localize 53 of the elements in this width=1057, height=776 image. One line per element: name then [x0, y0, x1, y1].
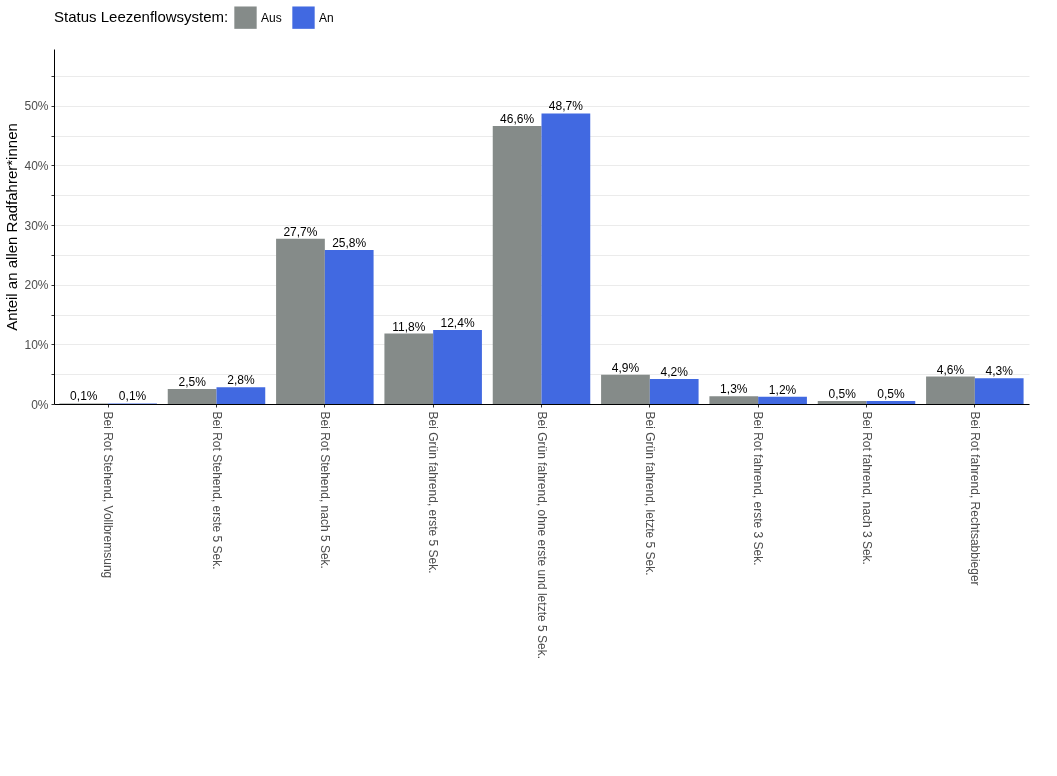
- data-label: 4,6%: [936, 362, 965, 377]
- x-tick-label: Bei Grün fahrend, ohne erste und letzte 5 Sek.: [534, 411, 549, 659]
- data-label: 0,1%: [70, 389, 98, 404]
- x-tick-label: Bei Rot Stehend, erste 5 Sek.: [209, 411, 224, 570]
- bar: [216, 387, 266, 404]
- data-label: 46,6%: [500, 111, 535, 126]
- bar: [324, 250, 374, 404]
- bar: [433, 330, 482, 404]
- bar: [709, 396, 759, 404]
- bar: [649, 378, 699, 404]
- x-tick-label: Bei Rot Stehend, Vollbremsung: [101, 411, 116, 579]
- bar: [276, 238, 325, 404]
- data-label: 4,2%: [660, 364, 689, 379]
- x-tick-label: Bei Grün fahrend, erste 5 Sek.: [426, 411, 441, 574]
- y-tick-label: 20%: [24, 278, 49, 293]
- bar: [541, 113, 591, 404]
- y-tick-label: 30%: [24, 218, 49, 233]
- data-label: 25,8%: [332, 236, 367, 251]
- data-label: 2,5%: [178, 375, 207, 390]
- bar: [384, 333, 434, 404]
- y-tick-label: 50%: [24, 99, 49, 114]
- legend-title: Status Leezenflowsystem:: [54, 8, 229, 25]
- data-label: 27,7%: [283, 224, 318, 239]
- data-label: 0,5%: [828, 387, 857, 402]
- data-label: 1,2%: [768, 382, 797, 397]
- data-label: 48,7%: [548, 99, 584, 114]
- data-label: 0,1%: [118, 389, 147, 404]
- data-label: 1,3%: [720, 382, 748, 397]
- data-label: 0,5%: [877, 387, 905, 402]
- x-tick-label: Bei Rot fahrend, Rechtsabbieger: [967, 411, 982, 586]
- bar: [167, 389, 217, 404]
- legend-label: Aus: [261, 10, 282, 25]
- data-label: 11,8%: [392, 319, 426, 334]
- data-label: 2,8%: [227, 373, 255, 388]
- bar: [492, 125, 542, 404]
- y-tick-label: 10%: [24, 337, 49, 352]
- x-tick-label: Bei Rot fahrend, erste 3 Sek.: [751, 411, 766, 566]
- y-tick-label: 0%: [31, 397, 49, 412]
- bar: [817, 401, 867, 404]
- x-tick-label: Bei Grün fahrend, letzte 5 Sek.: [642, 411, 657, 576]
- legend-label: An: [319, 10, 334, 25]
- bar: [926, 376, 975, 404]
- data-label: 4,3%: [985, 364, 1014, 379]
- bar: [866, 401, 916, 404]
- data-label: 4,9%: [611, 360, 640, 375]
- bar: [974, 378, 1024, 404]
- bar: [758, 396, 807, 404]
- x-tick-label: Bei Rot Stehend, nach 5 Sek.: [317, 411, 332, 569]
- y-tick-label: 40%: [24, 158, 49, 173]
- data-label: 12,4%: [440, 316, 475, 331]
- y-axis-title: Anteil an allen Radfahrer*innen: [3, 123, 21, 331]
- bar: [601, 374, 650, 404]
- x-tick-label: Bei Rot fahrend, nach 3 Sek.: [859, 411, 874, 565]
